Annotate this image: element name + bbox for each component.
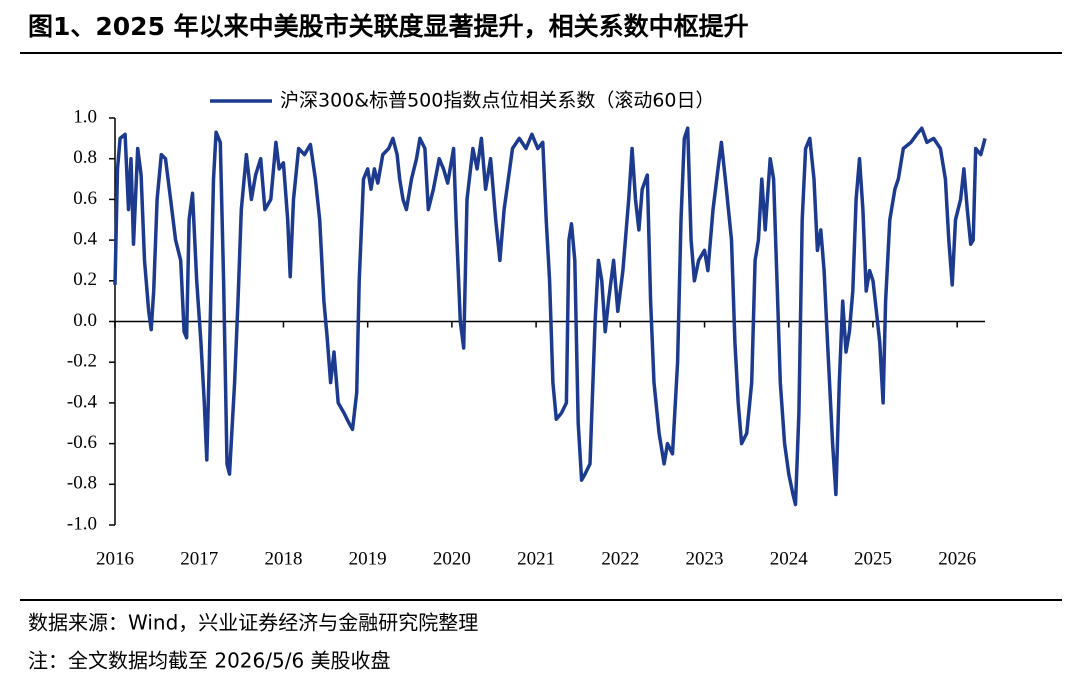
x-tick-label: 2019 <box>349 548 387 569</box>
y-tick-label: -0.2 <box>67 351 97 372</box>
y-tick-label: 0.4 <box>73 228 97 249</box>
x-tick-label: 2025 <box>854 548 892 569</box>
y-tick-label: -1.0 <box>67 513 97 534</box>
y-tick-label: -0.8 <box>67 473 97 494</box>
y-tick-label: 0.6 <box>73 188 97 209</box>
y-tick-label: 1.0 <box>73 106 97 127</box>
x-tick-label: 2020 <box>433 548 471 569</box>
source-note: 数据来源：Wind，兴业证券经济与金融研究院整理 <box>28 611 478 635</box>
footnote: 注：全文数据均截至 2026/5/6 美股收盘 <box>28 649 391 673</box>
x-tick-label: 2022 <box>601 548 639 569</box>
x-tick-label: 2016 <box>96 548 134 569</box>
x-tick-label: 2023 <box>686 548 724 569</box>
y-tick-label: 0.8 <box>73 147 97 168</box>
x-tick-label: 2026 <box>938 548 976 569</box>
chart-title: 图1、2025 年以来中美股市关联度显著提升，相关系数中枢提升 <box>28 12 749 41</box>
legend-label: 沪深300&标普500指数点位相关系数（滚动60日） <box>280 90 715 112</box>
x-tick-label: 2024 <box>770 548 809 569</box>
series-line <box>113 126 987 507</box>
x-tick-label: 2018 <box>264 548 302 569</box>
y-tick-label: 0.2 <box>73 269 97 290</box>
y-tick-label: 0.0 <box>73 310 97 331</box>
x-tick-label: 2021 <box>517 548 555 569</box>
x-tick-label: 2017 <box>180 548 218 569</box>
y-tick-label: -0.6 <box>67 432 97 453</box>
y-tick-label: -0.4 <box>67 391 98 412</box>
